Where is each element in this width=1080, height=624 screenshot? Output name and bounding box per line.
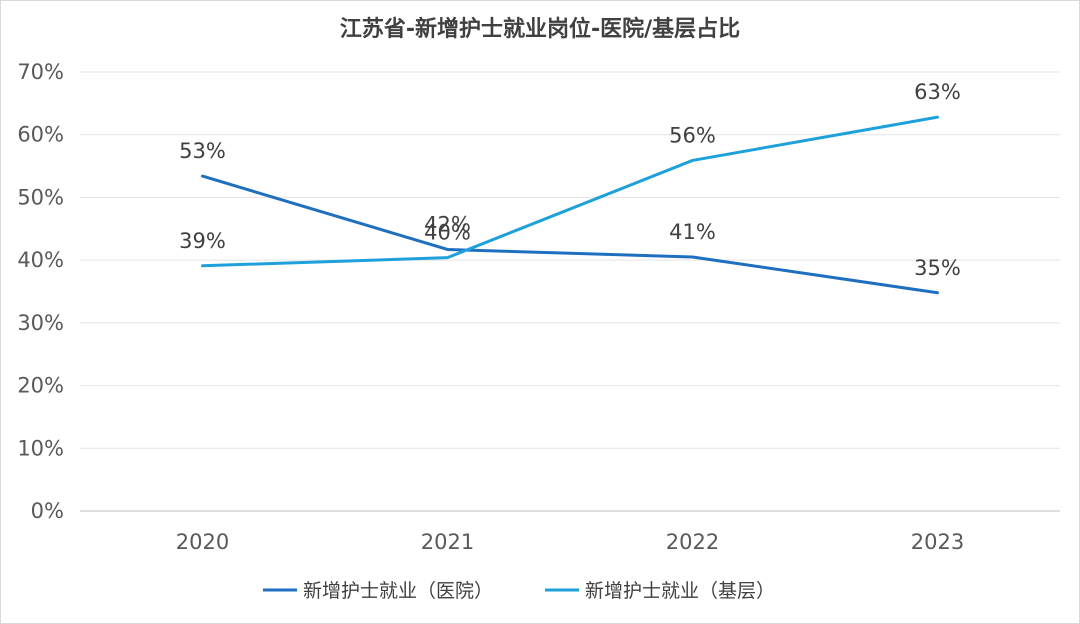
y-axis-ticks: 0% 10% 20% 30% 40% 50% 60% 70% bbox=[17, 60, 64, 523]
y-tick-label: 20% bbox=[17, 374, 64, 398]
y-tick-label: 10% bbox=[17, 436, 64, 460]
chart-title: 江苏省-新增护士就业岗位-医院/基层占比 bbox=[340, 16, 740, 42]
series-lines bbox=[201, 115, 939, 295]
gridlines bbox=[80, 71, 1060, 512]
x-tick-label: 2022 bbox=[666, 530, 719, 554]
x-tick-label: 2020 bbox=[176, 530, 229, 554]
data-label: 35% bbox=[914, 256, 961, 280]
y-tick-label: 50% bbox=[17, 185, 64, 209]
data-label: 42% bbox=[424, 212, 471, 236]
y-tick-label: 0% bbox=[31, 499, 64, 523]
data-label: 41% bbox=[669, 220, 716, 244]
y-tick-label: 40% bbox=[17, 248, 64, 272]
legend: 新增护士就业（医院） 新增护士就业（基层） bbox=[263, 580, 775, 602]
legend-label: 新增护士就业（医院） bbox=[303, 580, 493, 602]
x-tick-label: 2021 bbox=[421, 530, 474, 554]
data-label: 63% bbox=[914, 80, 961, 104]
x-tick-label: 2023 bbox=[911, 530, 964, 554]
x-axis-ticks: 2020 2021 2022 2023 bbox=[176, 530, 964, 554]
data-label: 40% bbox=[424, 221, 471, 245]
y-tick-label: 70% bbox=[17, 60, 64, 84]
y-tick-label: 60% bbox=[17, 123, 64, 147]
data-label: 53% bbox=[179, 139, 226, 163]
data-label: 56% bbox=[669, 123, 716, 147]
series-line-1 bbox=[201, 115, 939, 268]
legend-label: 新增护士就业（基层） bbox=[585, 580, 775, 602]
data-labels: 53% 42% 41% 35% 39% 40% 56% 63% bbox=[179, 80, 961, 280]
series-line-0 bbox=[201, 174, 939, 295]
y-tick-label: 30% bbox=[17, 311, 64, 335]
data-label: 39% bbox=[179, 229, 226, 253]
